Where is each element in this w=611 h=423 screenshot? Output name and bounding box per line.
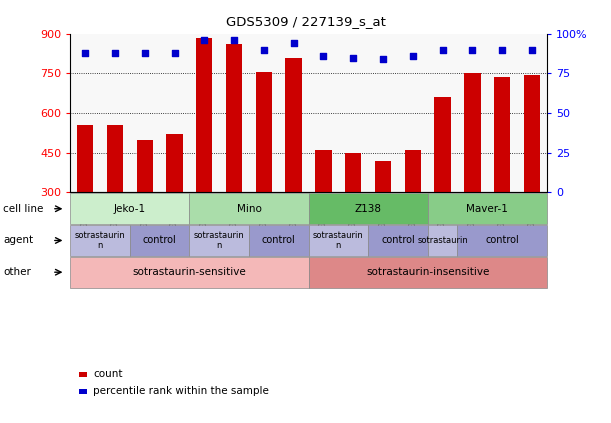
Text: cell line: cell line	[3, 204, 43, 214]
Text: percentile rank within the sample: percentile rank within the sample	[93, 386, 269, 396]
Point	[80, 49, 90, 56]
Point	[110, 49, 120, 56]
Point	[408, 52, 418, 59]
Point	[437, 46, 447, 53]
Point	[140, 49, 150, 56]
Point	[259, 46, 269, 53]
Text: sotrastaurin: sotrastaurin	[417, 236, 468, 245]
Point	[229, 37, 239, 44]
Bar	[196, 38, 213, 192]
Text: GDS5309 / 227139_s_at: GDS5309 / 227139_s_at	[225, 15, 386, 28]
Bar	[404, 150, 421, 192]
Text: sotrastaurin
n: sotrastaurin n	[194, 231, 244, 250]
Bar	[464, 74, 481, 192]
Point	[318, 52, 328, 59]
Point	[378, 56, 388, 63]
Bar	[136, 140, 153, 192]
Bar	[434, 97, 451, 192]
Bar	[524, 75, 540, 192]
Bar	[345, 153, 362, 192]
Bar	[107, 125, 123, 192]
Bar	[315, 150, 332, 192]
Text: other: other	[3, 267, 31, 277]
Text: sotrastaurin
n: sotrastaurin n	[313, 231, 364, 250]
Text: Z138: Z138	[354, 204, 382, 214]
Bar	[494, 77, 510, 192]
Text: control: control	[143, 236, 177, 245]
Point	[199, 37, 209, 44]
Text: Mino: Mino	[236, 204, 262, 214]
Text: agent: agent	[3, 236, 33, 245]
Text: sotrastaurin-insensitive: sotrastaurin-insensitive	[366, 267, 489, 277]
Bar	[375, 161, 391, 192]
Text: control: control	[485, 236, 519, 245]
Point	[289, 40, 299, 47]
Bar	[77, 125, 93, 192]
Bar	[285, 58, 302, 192]
Point	[170, 49, 180, 56]
Text: control: control	[381, 236, 415, 245]
Point	[348, 54, 358, 61]
Point	[497, 46, 507, 53]
Text: sotrastaurin
n: sotrastaurin n	[75, 231, 125, 250]
Point	[527, 46, 537, 53]
Text: count: count	[93, 369, 123, 379]
Text: Maver-1: Maver-1	[466, 204, 508, 214]
Bar	[255, 72, 272, 192]
Bar	[226, 44, 243, 192]
Text: Jeko-1: Jeko-1	[114, 204, 146, 214]
Text: sotrastaurin-sensitive: sotrastaurin-sensitive	[133, 267, 246, 277]
Point	[467, 46, 477, 53]
Bar	[166, 135, 183, 192]
Text: control: control	[262, 236, 296, 245]
